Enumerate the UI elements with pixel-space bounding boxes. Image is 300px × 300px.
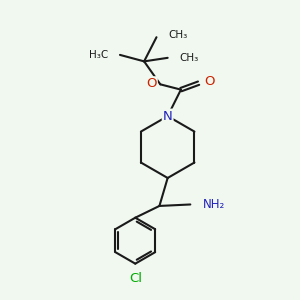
Text: CH₃: CH₃ [168, 31, 188, 40]
Text: H₃C: H₃C [89, 50, 108, 60]
Text: O: O [204, 75, 214, 88]
Text: O: O [146, 77, 157, 90]
Text: CH₃: CH₃ [179, 53, 199, 63]
Text: NH₂: NH₂ [203, 198, 225, 211]
Text: N: N [163, 110, 172, 123]
Text: Cl: Cl [129, 272, 142, 286]
